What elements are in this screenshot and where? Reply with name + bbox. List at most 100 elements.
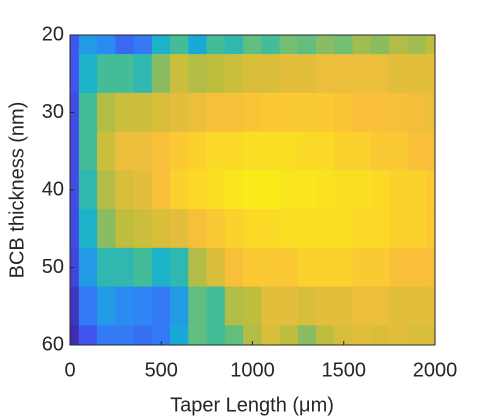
heat-cell [297, 325, 317, 345]
heat-cell [115, 54, 135, 94]
heat-cell [243, 35, 262, 55]
x-tick-label: 1000 [230, 359, 275, 381]
heat-cell [261, 286, 281, 326]
heat-cell [151, 131, 171, 171]
heat-cell [316, 170, 335, 210]
heat-cell [389, 286, 408, 326]
heat-cell [425, 54, 435, 94]
heat-cell [370, 247, 390, 288]
heat-cell [261, 35, 281, 55]
heat-cell [151, 325, 171, 345]
heat-cell [389, 170, 408, 210]
heat-cell [297, 35, 317, 55]
heat-cell [279, 131, 299, 171]
heat-cell [261, 209, 281, 249]
heat-cell [407, 325, 427, 345]
heat-cell [170, 209, 189, 249]
heat-cell [78, 92, 98, 133]
heat-cell [389, 131, 408, 171]
heat-cell [389, 35, 408, 55]
heat-cell [70, 54, 80, 94]
y-tick-label: 60 [42, 333, 64, 355]
heat-cell [188, 170, 208, 210]
heat-cell [352, 131, 372, 171]
heat-cell [206, 170, 226, 210]
heat-cell [243, 131, 262, 171]
y-axis-label: BCB thickness (nm) [6, 102, 28, 279]
heat-cell [407, 131, 427, 171]
heat-cell [133, 131, 153, 171]
heat-cell [334, 131, 354, 171]
x-tick-label: 0 [64, 359, 75, 381]
heat-cell [297, 209, 317, 249]
heat-cell [206, 54, 226, 94]
heat-cell [115, 247, 135, 288]
heat-cell [188, 92, 208, 133]
heat-cell [206, 247, 226, 288]
heat-cell [425, 325, 435, 345]
heat-cell [97, 286, 116, 326]
heat-cell [206, 325, 226, 345]
x-tick-label: 1500 [322, 359, 367, 381]
heat-cell [97, 325, 116, 345]
heat-cell [133, 325, 153, 345]
heat-cell [370, 92, 390, 133]
heat-cell [224, 286, 244, 326]
heat-cell [170, 92, 189, 133]
heat-cell [334, 54, 354, 94]
heat-cell [261, 170, 281, 210]
heat-cell [133, 54, 153, 94]
heat-cell [78, 247, 98, 288]
heat-cell [297, 54, 317, 94]
heat-cell [115, 325, 135, 345]
heat-cell [279, 209, 299, 249]
heat-cell [224, 170, 244, 210]
heat-cell [78, 35, 98, 55]
heat-cell [279, 92, 299, 133]
heat-cell [115, 92, 135, 133]
heat-cell [97, 54, 116, 94]
heat-cell [389, 247, 408, 288]
heat-cell [151, 54, 171, 94]
heat-cell [370, 35, 390, 55]
heat-cell [352, 35, 372, 55]
heat-cell [224, 247, 244, 288]
heat-cell [334, 209, 354, 249]
heat-cell [224, 131, 244, 171]
heat-cell [370, 170, 390, 210]
heat-cell [188, 247, 208, 288]
heat-cell [316, 209, 335, 249]
heat-cell [279, 247, 299, 288]
heat-cell [188, 35, 208, 55]
heat-cell [97, 170, 116, 210]
heat-cell [188, 54, 208, 94]
heat-cell [170, 131, 189, 171]
heat-cell [170, 247, 189, 288]
heat-cell [334, 170, 354, 210]
heat-cell [316, 35, 335, 55]
heat-cell [352, 170, 372, 210]
heat-cell [425, 286, 435, 326]
heat-cell [224, 54, 244, 94]
heat-cell [188, 131, 208, 171]
heat-cell [188, 209, 208, 249]
x-axis-label: Taper Length (μm) [170, 394, 334, 416]
heat-cell [407, 170, 427, 210]
heat-cell [70, 286, 80, 326]
heat-cell [297, 92, 317, 133]
heat-cell [370, 54, 390, 94]
y-tick-label: 40 [42, 178, 64, 200]
heat-cell [70, 247, 80, 288]
heat-cell [297, 286, 317, 326]
heat-cell [115, 286, 135, 326]
heat-cell [115, 35, 135, 55]
heat-cell [224, 92, 244, 133]
heat-cell [243, 92, 262, 133]
heat-cell [261, 247, 281, 288]
heat-cell [133, 286, 153, 326]
heat-cell [389, 325, 408, 345]
heat-cell [370, 209, 390, 249]
heat-cell [97, 209, 116, 249]
heat-cell [352, 92, 372, 133]
